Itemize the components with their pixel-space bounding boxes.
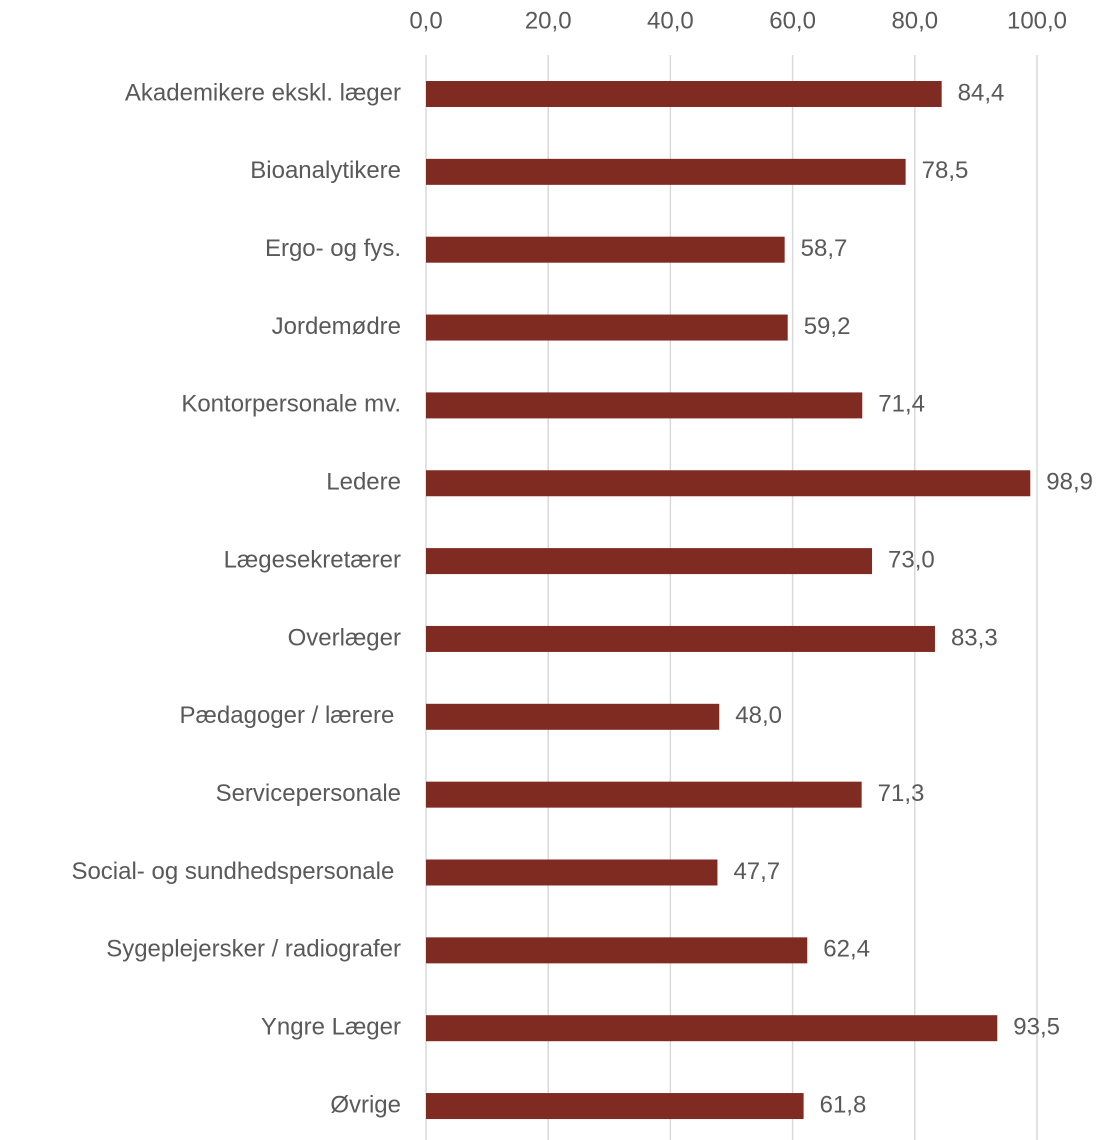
data-label: 71,4 bbox=[878, 391, 925, 418]
data-label: 61,8 bbox=[820, 1091, 867, 1118]
y-tick-label: Social- og sundhedspersonale bbox=[71, 858, 401, 885]
y-tick-label: Akademikere ekskl. læger bbox=[125, 79, 401, 106]
bar bbox=[426, 859, 718, 886]
x-tick-label: 80,0 bbox=[891, 7, 938, 34]
data-label: 71,3 bbox=[878, 780, 925, 807]
bar bbox=[426, 1093, 804, 1120]
data-label: 93,5 bbox=[1013, 1014, 1060, 1041]
x-tick-label: 40,0 bbox=[647, 7, 694, 34]
bar bbox=[426, 625, 935, 652]
bar bbox=[426, 703, 720, 730]
data-label: 84,4 bbox=[958, 79, 1005, 106]
y-tick-label: Lægesekretærer bbox=[224, 546, 401, 573]
data-label: 73,0 bbox=[888, 546, 935, 573]
y-tick-label: Ergo- og fys. bbox=[265, 235, 401, 262]
bar bbox=[426, 236, 785, 263]
data-label: 78,5 bbox=[922, 157, 969, 184]
x-tick-label: 100,0 bbox=[1007, 7, 1067, 34]
bar bbox=[426, 314, 788, 341]
x-tick-label: 20,0 bbox=[525, 7, 572, 34]
bar bbox=[426, 548, 873, 575]
x-tick-label: 60,0 bbox=[769, 7, 816, 34]
bar bbox=[426, 1015, 998, 1042]
x-tick-label: 0,0 bbox=[409, 7, 442, 34]
data-label: 98,9 bbox=[1046, 469, 1093, 496]
bar bbox=[426, 781, 862, 808]
data-label: 48,0 bbox=[735, 702, 782, 729]
data-label: 58,7 bbox=[801, 235, 848, 262]
bar bbox=[426, 158, 906, 185]
y-tick-label: Ledere bbox=[326, 469, 401, 496]
y-tick-label: Pædagoger / lærere bbox=[180, 702, 401, 729]
bar bbox=[426, 937, 808, 964]
y-tick-label: Bioanalytikere bbox=[250, 157, 401, 184]
bar bbox=[426, 392, 863, 419]
y-tick-label: Servicepersonale bbox=[216, 780, 401, 807]
y-tick-label: Øvrige bbox=[330, 1091, 401, 1118]
bar bbox=[426, 81, 942, 107]
y-tick-label: Jordemødre bbox=[272, 313, 401, 340]
data-label: 47,7 bbox=[733, 858, 780, 885]
y-tick-label: Kontorpersonale mv. bbox=[181, 391, 401, 418]
y-tick-label: Yngre Læger bbox=[261, 1014, 401, 1041]
data-label: 83,3 bbox=[951, 624, 998, 651]
data-label: 62,4 bbox=[823, 936, 870, 963]
bar bbox=[426, 470, 1031, 497]
y-tick-label: Overlæger bbox=[288, 624, 401, 651]
data-label: 59,2 bbox=[804, 313, 851, 340]
y-tick-label: Sygeplejersker / radiografer bbox=[106, 936, 401, 963]
